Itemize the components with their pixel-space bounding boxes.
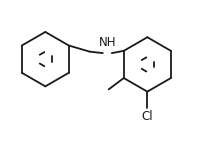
Text: NH: NH — [99, 36, 116, 49]
Text: Cl: Cl — [142, 110, 153, 123]
